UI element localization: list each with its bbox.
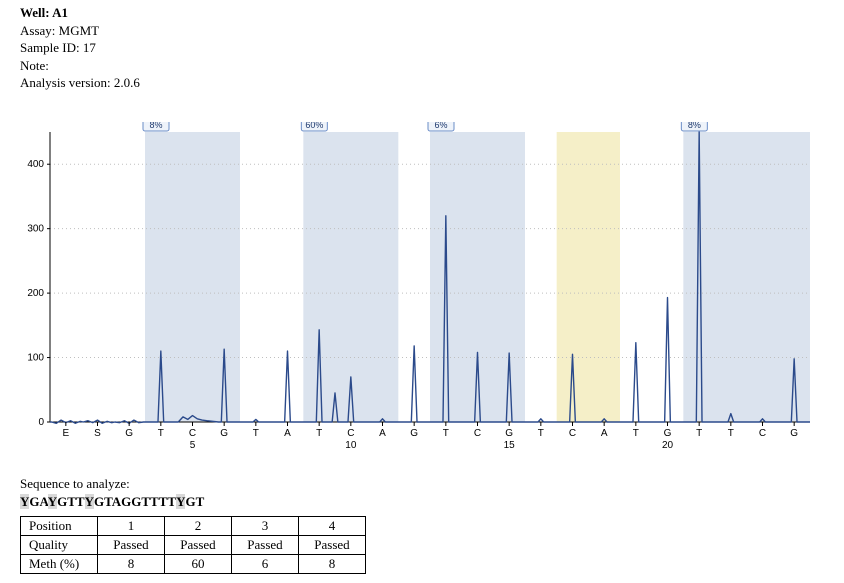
assay-line: Assay: MGMT [20, 22, 844, 40]
sample-label: Sample ID: [20, 40, 80, 55]
seq-variable-base: Y [85, 494, 94, 509]
m4: 8 [299, 554, 366, 573]
well-label: Well: [20, 5, 50, 20]
sample-line: Sample ID: 17 [20, 39, 844, 57]
dispensation-label: A [379, 428, 386, 439]
note-line: Note: [20, 57, 844, 75]
version-line: Analysis version: 2.0.6 [20, 74, 844, 92]
table-row: Position 1 2 3 4 [21, 516, 366, 535]
y-tick-label: 0 [38, 417, 44, 428]
dispensation-label: G [220, 428, 228, 439]
assay-label: Assay: [20, 23, 55, 38]
y-tick-label: 300 [27, 223, 44, 234]
dispensation-label: C [569, 428, 576, 439]
x-index-label: 5 [190, 440, 196, 451]
assay-value: MGMT [59, 23, 99, 38]
dispensation-label: T [696, 428, 702, 439]
table-row: Meth (%) 8 60 6 8 [21, 554, 366, 573]
dispensation-label: A [284, 428, 291, 439]
sequence-string: YGAYGTTYGTAGGTTTTYGT [20, 494, 844, 510]
row-header-position: Position [21, 516, 98, 535]
m2: 60 [165, 554, 232, 573]
dispensation-label: C [474, 428, 481, 439]
dispensation-label: T [158, 428, 164, 439]
band-label-text: 8% [149, 122, 162, 130]
q1: Passed [98, 535, 165, 554]
col-3: 3 [232, 516, 299, 535]
seq-base: GTAGGTTTT [94, 494, 176, 509]
m1: 8 [98, 554, 165, 573]
seq-variable-base: Y [20, 494, 29, 509]
seq-base: GA [29, 494, 47, 509]
x-index-label: 20 [662, 440, 674, 451]
row-header-meth: Meth (%) [21, 554, 98, 573]
analysis-band [683, 132, 810, 422]
analysis-band [557, 132, 620, 422]
dispensation-label: C [347, 428, 354, 439]
pyrogram-chart: 0 100 200 300 400 E S G T C G T A T C A G T C G T C A T G T T C G 5 10… [20, 122, 820, 462]
dispensation-label: T [728, 428, 734, 439]
dispensation-label: A [601, 428, 608, 439]
col-1: 1 [98, 516, 165, 535]
col-4: 4 [299, 516, 366, 535]
dispensation-label: T [253, 428, 259, 439]
dispensation-label: G [790, 428, 798, 439]
dispensation-label: E [62, 428, 69, 439]
results-table: Position 1 2 3 4 Quality Passed Passed P… [20, 516, 366, 574]
dispensation-label: C [189, 428, 196, 439]
table-row: Quality Passed Passed Passed Passed [21, 535, 366, 554]
row-header-quality: Quality [21, 535, 98, 554]
y-tick-label: 200 [27, 288, 44, 299]
dispensation-label: G [664, 428, 672, 439]
dispensation-label: G [505, 428, 513, 439]
seq-base: GT [185, 494, 204, 509]
x-index-label: 10 [345, 440, 357, 451]
m3: 6 [232, 554, 299, 573]
dispensation-label: T [538, 428, 544, 439]
x-index-label: 15 [504, 440, 516, 451]
band-label-text: 6% [434, 122, 447, 130]
version-label: Analysis version: [20, 75, 111, 90]
seq-base: GTT [57, 494, 84, 509]
q3: Passed [232, 535, 299, 554]
sequence-label: Sequence to analyze: [20, 476, 844, 492]
dispensation-label: T [443, 428, 449, 439]
version-value: 2.0.6 [114, 75, 140, 90]
band-label-text: 60% [305, 122, 323, 130]
q4: Passed [299, 535, 366, 554]
col-2: 2 [165, 516, 232, 535]
q2: Passed [165, 535, 232, 554]
report-header: Well: A1 Assay: MGMT Sample ID: 17 Note:… [0, 0, 844, 92]
dispensation-label: G [125, 428, 133, 439]
note-label: Note: [20, 58, 49, 73]
band-label-text: 8% [688, 122, 701, 130]
dispensation-label: T [316, 428, 322, 439]
dispensation-label: T [633, 428, 639, 439]
y-tick-label: 100 [27, 352, 44, 363]
dispensation-label: S [94, 428, 101, 439]
seq-variable-base: Y [48, 494, 57, 509]
dispensation-label: G [410, 428, 418, 439]
dispensation-label: C [759, 428, 766, 439]
pyrogram-svg: 0 100 200 300 400 E S G T C G T A T C A G T C G T C A T G T T C G 5 10… [20, 122, 820, 462]
well-line: Well: A1 [20, 4, 844, 22]
report-footer: Sequence to analyze: YGAYGTTYGTAGGTTTTYG… [0, 462, 844, 574]
y-tick-label: 400 [27, 159, 44, 170]
well-value: A1 [52, 5, 68, 20]
sample-value: 17 [83, 40, 96, 55]
